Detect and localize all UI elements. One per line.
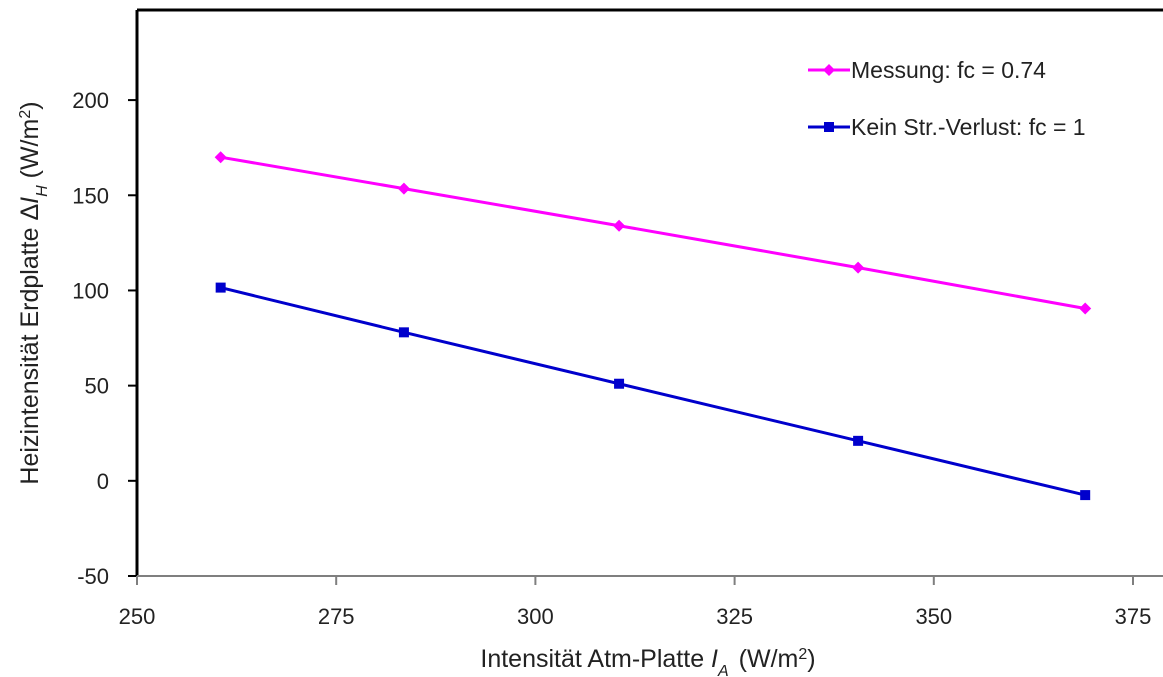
series-line bbox=[220, 286, 1086, 497]
y-tick-label: 200 bbox=[72, 88, 109, 113]
plot-area bbox=[214, 151, 1092, 501]
legend-marker bbox=[823, 64, 835, 76]
y-tick-label: 50 bbox=[85, 374, 109, 399]
y-tick-label: 100 bbox=[72, 278, 109, 303]
data-point bbox=[852, 261, 865, 274]
x-tick-label: 375 bbox=[1115, 604, 1152, 629]
series-2 bbox=[215, 282, 1091, 501]
series-line bbox=[220, 155, 1086, 311]
y-tick-label: 0 bbox=[97, 469, 109, 494]
data-point bbox=[614, 378, 625, 389]
y-tick-label: -50 bbox=[77, 564, 109, 589]
legend-entry-2: Kein Str.-Verlust: fc = 1 bbox=[808, 114, 1086, 140]
data-point bbox=[1080, 490, 1091, 501]
x-tick-label: 325 bbox=[716, 604, 753, 629]
data-point bbox=[1079, 302, 1092, 315]
series-1 bbox=[214, 151, 1092, 315]
legend-marker bbox=[824, 122, 834, 132]
x-axis-title: Intensität Atm-Platte IA (W/m2) bbox=[480, 645, 815, 677]
legend-entry-1: Messung: fc = 0.74 bbox=[808, 57, 1046, 83]
x-tick-label: 275 bbox=[318, 604, 355, 629]
y-axis-title: Heizintensität Erdplatte ΔIH (W/m2) bbox=[16, 101, 51, 484]
data-point bbox=[214, 151, 227, 164]
legend-label: Kein Str.-Verlust: fc = 1 bbox=[851, 114, 1086, 140]
legend-label: Messung: fc = 0.74 bbox=[851, 57, 1046, 83]
x-tick-label: 300 bbox=[517, 604, 554, 629]
data-point bbox=[215, 282, 226, 293]
data-point bbox=[398, 327, 409, 338]
legend: Messung: fc = 0.74 Kein Str.-Verlust: fc … bbox=[808, 57, 1086, 140]
axes: -50 0 50 100 150 200 250 275 300 325 350 375 bbox=[72, 8, 1163, 629]
data-point bbox=[853, 435, 864, 446]
data-point bbox=[397, 182, 410, 195]
x-tick-label: 350 bbox=[915, 604, 952, 629]
x-tick-label: 250 bbox=[119, 604, 156, 629]
data-point bbox=[613, 219, 626, 232]
y-tick-label: 150 bbox=[72, 183, 109, 208]
